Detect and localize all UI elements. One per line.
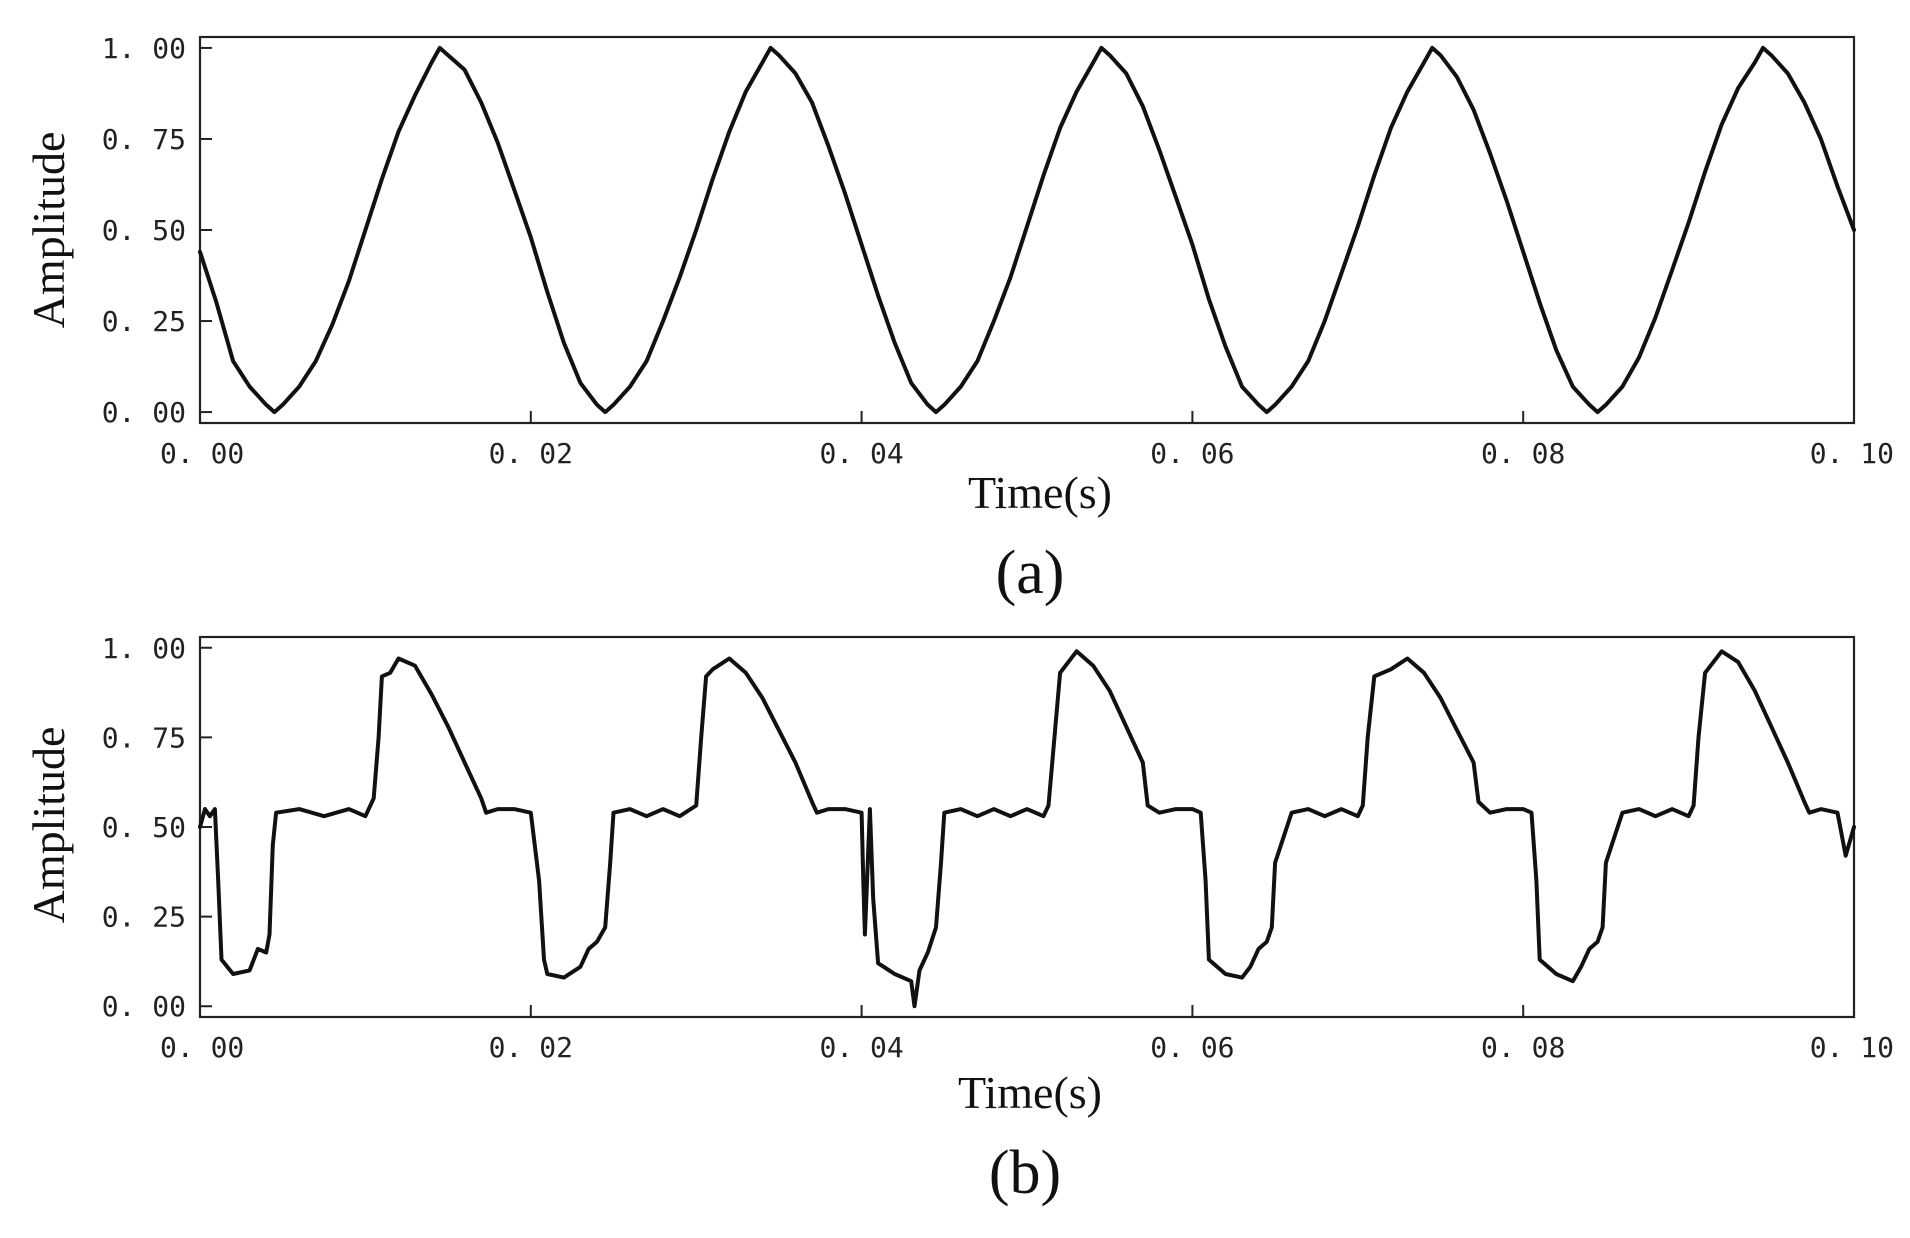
x-tick-label-b-5: 0. 10 [1810, 1031, 1894, 1064]
panel-label-a: (a) [996, 539, 1065, 607]
y-tick-label-b-0: 0. 00 [102, 990, 186, 1023]
panel-b: 0. 00 0. 02 0. 04 0. 06 0. 08 0. 10 0. 00 0. 2… [23, 632, 1894, 1207]
y-axis-label-a: Amplitude [23, 132, 74, 329]
x-axis-label-b: Time(s) [958, 1067, 1102, 1118]
y-tick-label-b-2: 0. 50 [102, 811, 186, 844]
y-tick-label-b-1: 0. 25 [102, 901, 186, 934]
y-tick-label-b-3: 0. 75 [102, 721, 186, 754]
y-tick-label-b-4: 1. 00 [102, 632, 186, 665]
y-tick-label-a-2: 0. 50 [102, 214, 186, 247]
y-tick-label-a-1: 0. 25 [102, 305, 186, 338]
y-axis-ticks-b: 0. 00 0. 25 0. 50 0. 75 1. 00 [102, 632, 212, 1023]
x-axis-label-a: Time(s) [968, 467, 1112, 518]
y-axis-label-b: Amplitude [23, 727, 74, 924]
x-tick-label-b-4: 0. 08 [1481, 1031, 1565, 1064]
series-line-b-0 [198, 649, 1856, 1009]
x-tick-label-a-3: 0. 06 [1150, 437, 1234, 470]
x-tick-label-a-4: 0. 08 [1481, 437, 1565, 470]
y-tick-label-a-0: 0. 00 [102, 396, 186, 429]
x-tick-label-a-5: 0. 10 [1810, 437, 1894, 470]
y-tick-label-a-4: 1. 00 [102, 32, 186, 65]
x-tick-label-b-2: 0. 04 [819, 1031, 903, 1064]
x-tick-label-b-1: 0. 02 [489, 1031, 573, 1064]
panel-a: 0. 00 0. 02 0. 04 0. 06 0. 08 0. 10 0. 00 0. 2… [23, 32, 1894, 607]
x-tick-label-a-1: 0. 02 [489, 437, 573, 470]
plot-frame-b [198, 635, 1856, 1019]
series-line-a-0 [198, 45, 1856, 415]
x-tick-label-a-0: 0. 00 [160, 437, 244, 470]
series-group-b [198, 649, 1856, 1009]
y-tick-label-a-3: 0. 75 [102, 123, 186, 156]
y-axis-ticks-a: 0. 00 0. 25 0. 50 0. 75 1. 00 [102, 32, 212, 429]
x-tick-label-b-3: 0. 06 [1150, 1031, 1234, 1064]
series-group-a [198, 45, 1856, 415]
x-tick-label-a-2: 0. 04 [819, 437, 903, 470]
x-axis-ticks-b: 0. 00 0. 02 0. 04 0. 06 0. 08 0. 10 [160, 1005, 1894, 1064]
x-axis-ticks-a: 0. 00 0. 02 0. 04 0. 06 0. 08 0. 10 [160, 411, 1894, 470]
panel-label-b: (b) [989, 1139, 1061, 1207]
x-tick-label-b-0: 0. 00 [160, 1031, 244, 1064]
